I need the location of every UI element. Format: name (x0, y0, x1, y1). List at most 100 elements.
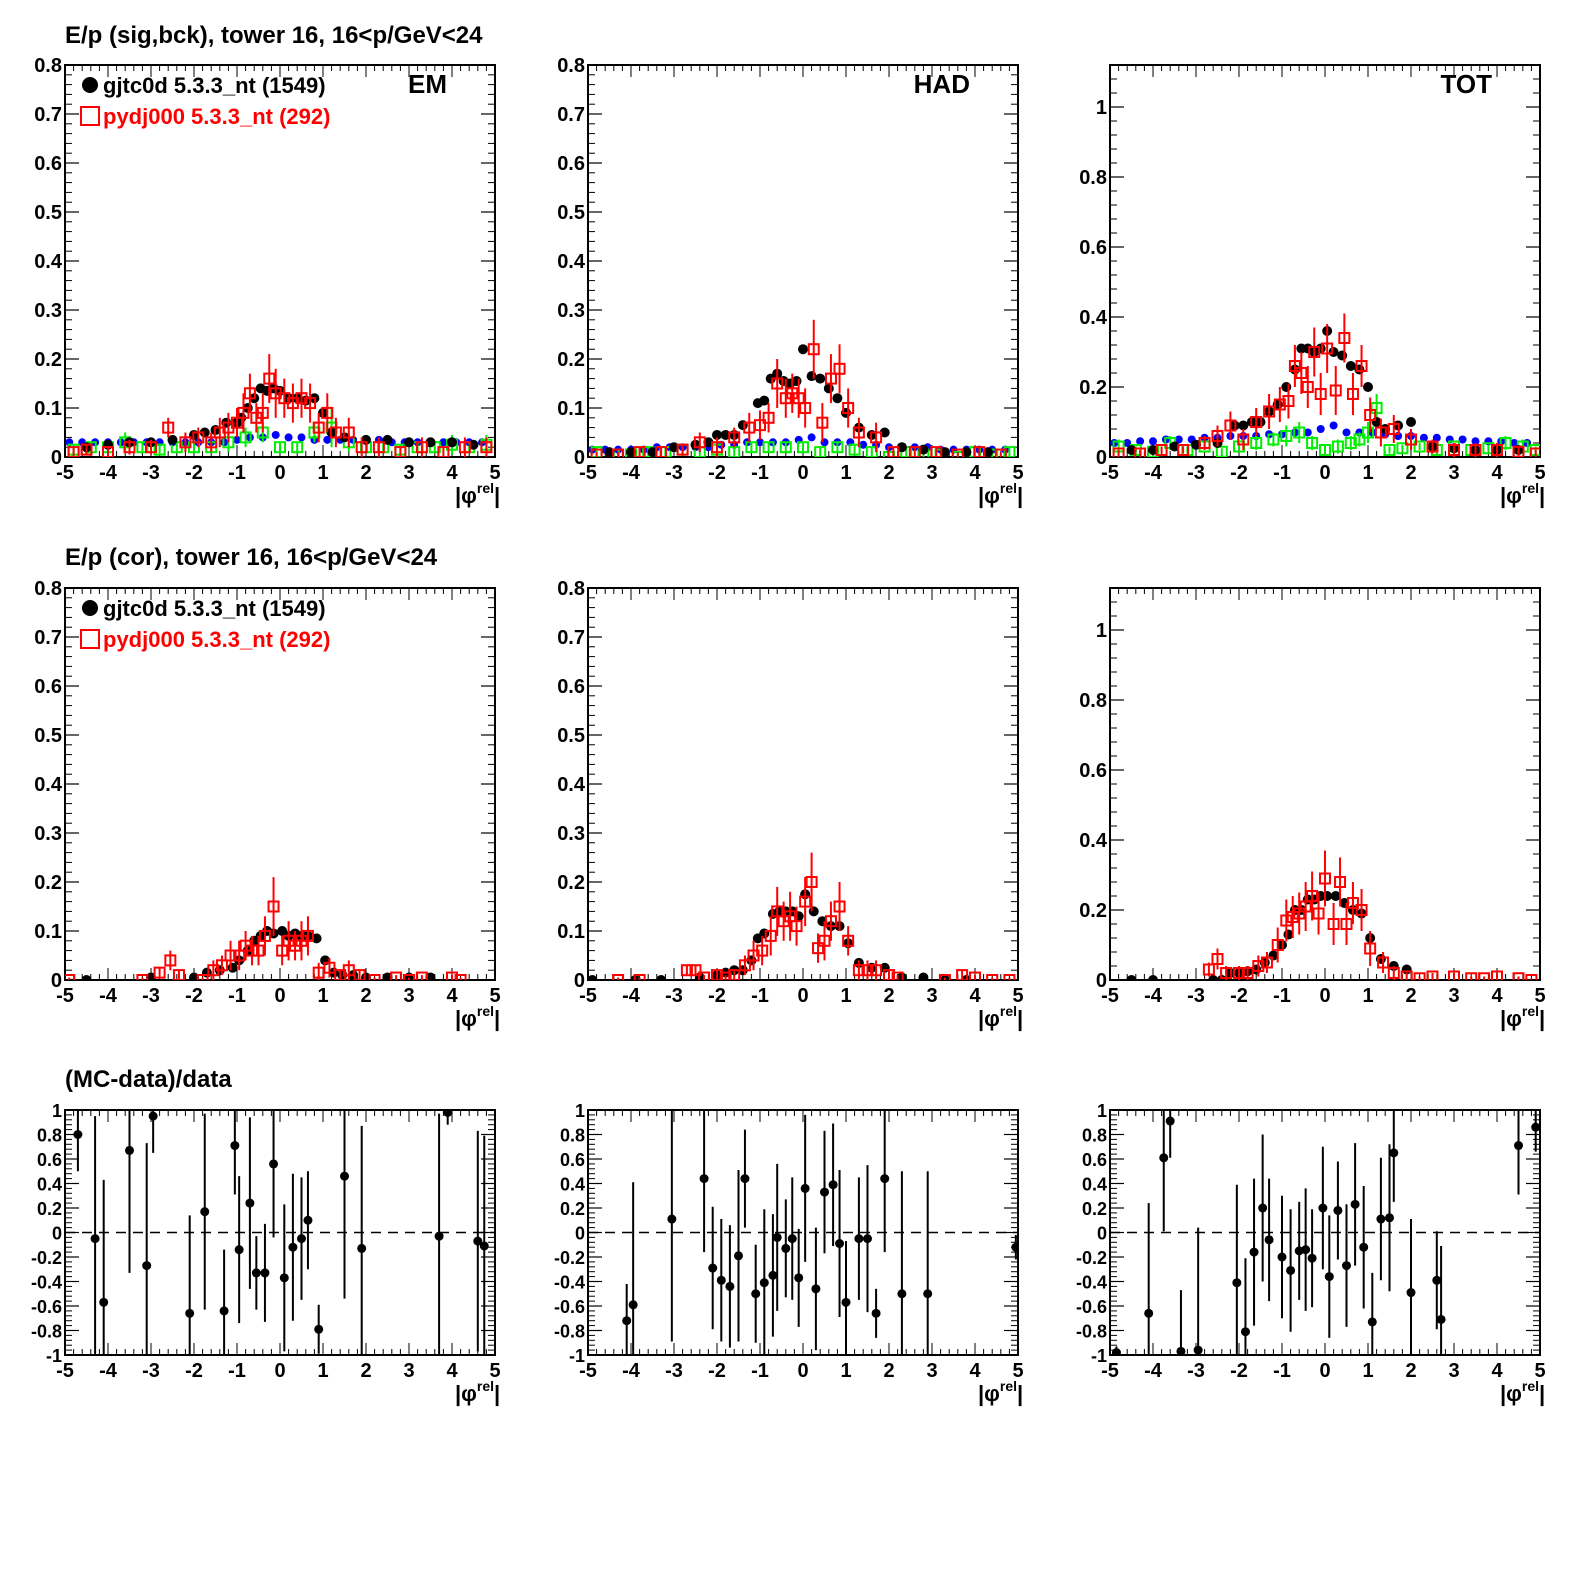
data-bck-point (439, 438, 448, 447)
mc-point (807, 343, 820, 356)
mc-point (1312, 907, 1325, 920)
x-tick-label: -4 (1144, 462, 1163, 484)
y-tick-label: 0.8 (1079, 167, 1107, 189)
data-point (361, 972, 371, 980)
x-tick-label: 2 (1405, 1360, 1416, 1382)
x-axis-title: |φrel| (1500, 480, 1545, 508)
y-tick-label: 0.7 (34, 104, 62, 126)
mc-point (693, 436, 706, 449)
y-tick-label: 0.6 (560, 1150, 585, 1170)
y-tick-label: 0.2 (37, 1199, 62, 1219)
mc-point (852, 964, 865, 977)
x-tick-label: 0 (1319, 1360, 1330, 1382)
data-point (1301, 1245, 1311, 1255)
mc-bck-point (1353, 433, 1366, 446)
legend: gjtc0d 5.3.3_nt (1549) pydj000 5.3.3_nt (… (80, 596, 330, 652)
y-tick-label: 1 (1097, 1101, 1107, 1121)
mc-point (1252, 960, 1265, 972)
x-tick-label: -4 (1144, 985, 1163, 1007)
mc-point (1346, 897, 1359, 909)
data-point (815, 373, 826, 384)
x-tick-label: 0 (274, 462, 285, 484)
data-point (1406, 417, 1416, 427)
data-point (382, 972, 393, 980)
y-tick-label: -0.2 (554, 1248, 585, 1268)
data-point (200, 1207, 210, 1217)
panel-label: EM (408, 69, 447, 99)
data-point (357, 1243, 367, 1253)
x-tick-label: 3 (1448, 985, 1459, 1007)
mc-point (1177, 444, 1190, 456)
x-axis-title: |φrel| (978, 1003, 1023, 1031)
mc-bck-point (274, 441, 286, 454)
y-tick-label: 1 (1096, 97, 1107, 119)
mc-point (323, 961, 336, 974)
x-axis-title: |φrel| (978, 1378, 1023, 1406)
x-tick-label: -3 (1187, 1360, 1205, 1382)
data-point (189, 972, 199, 980)
data-point (772, 1232, 782, 1242)
data-point (1363, 382, 1373, 392)
mc-point (1400, 970, 1413, 980)
data-point (1165, 1116, 1175, 1126)
mc-point (224, 949, 237, 962)
x-axis-title: |φrel| (1500, 1003, 1545, 1031)
panel-sig-HAD: 0 0.1 0.2 0.3 0.4 0.5 0.6 0.7 0.8 -5 -4 -3 -2 -1 0 1 2 3 4… (557, 55, 1023, 508)
mc-point (355, 441, 368, 454)
mc-point (237, 406, 250, 419)
data-bck-point (1303, 428, 1312, 437)
data-point (1011, 1242, 1018, 1252)
mc-point (1211, 953, 1224, 965)
x-tick-label: 3 (926, 462, 937, 484)
x-tick-label: 3 (926, 985, 937, 1007)
legend-marker-data (82, 600, 98, 616)
mc-point (256, 406, 269, 419)
data-point (1333, 1205, 1343, 1215)
data-point (835, 1239, 845, 1249)
mc-point (1340, 918, 1353, 930)
mc-bck-point (1319, 444, 1331, 456)
y-tick-label: 0.1 (34, 398, 62, 420)
mc-point (304, 397, 317, 410)
x-tick-label: -2 (708, 985, 726, 1007)
data-point (99, 1297, 109, 1307)
y-tick-label: 0 (1096, 447, 1107, 469)
plot-frame (1109, 587, 1541, 981)
mc-bck-point (153, 443, 166, 456)
data-point (939, 975, 950, 980)
mc-point (1293, 907, 1306, 920)
mc-point (394, 446, 407, 457)
data-bck-point (1136, 437, 1145, 446)
data-bck-point (1432, 433, 1441, 442)
y-tick-label: 0.4 (560, 1175, 585, 1195)
x-tick-label: 4 (969, 462, 981, 484)
mc-bck-point (136, 441, 149, 454)
y-tick-label: 0.4 (1079, 830, 1108, 852)
x-tick-label: -1 (228, 462, 246, 484)
data-point (808, 906, 819, 917)
mc-point (1426, 440, 1439, 453)
mc-point (930, 446, 943, 457)
mc-point (1282, 395, 1295, 407)
x-tick-label: -4 (622, 985, 641, 1007)
legend-marker-data (82, 77, 98, 93)
x-tick-label: -3 (665, 1360, 683, 1382)
y-tick-label: -0.6 (31, 1297, 62, 1317)
mc-point (612, 448, 625, 457)
x-tick-label: 4 (969, 985, 981, 1007)
y-tick-label: -0.4 (1076, 1273, 1107, 1293)
x-tick-label: 5 (489, 462, 500, 484)
mc-point (1338, 332, 1351, 344)
y-tick-label: 0.5 (34, 202, 62, 224)
mc-point (824, 372, 837, 385)
data-point (1337, 350, 1348, 361)
mc-bck-point (1344, 437, 1357, 449)
data-point (404, 437, 414, 448)
x-tick-label: -2 (708, 1360, 726, 1382)
mc-point (196, 974, 209, 980)
data-bck-point (859, 440, 868, 449)
y-tick-label: -0.4 (31, 1273, 62, 1293)
x-tick-label: 0 (1319, 985, 1330, 1007)
y-tick-label: 0.6 (557, 153, 585, 175)
